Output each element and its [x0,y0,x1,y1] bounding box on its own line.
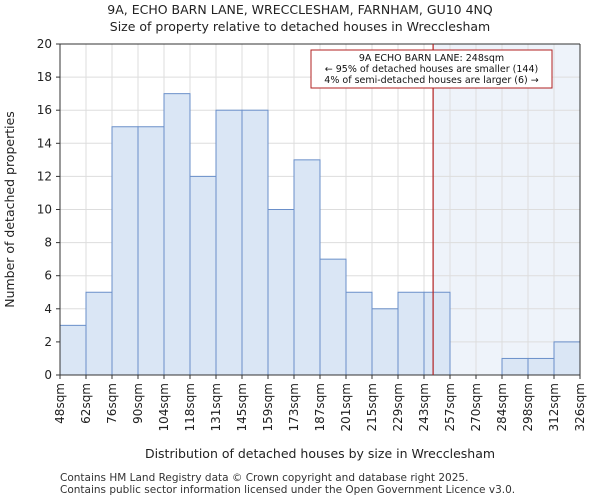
annotation-line-2: ← 95% of detached houses are smaller (14… [325,64,538,75]
annotation-line-1: 9A ECHO BARN LANE: 248sqm [359,53,504,64]
x-tick-label: 298sqm [521,383,535,431]
y-axis-title: Number of detached properties [2,111,17,308]
x-tick-label: 104sqm [157,383,171,431]
y-tick-label: 10 [37,203,52,217]
x-tick-label: 173sqm [287,383,301,431]
x-tick-label: 243sqm [417,383,431,431]
bar-243sqm [423,291,451,376]
bar-298sqm [527,357,555,376]
bar-284sqm [501,357,529,376]
bar-90sqm [137,126,165,376]
annotation-line-3: 4% of semi-detached houses are larger (6… [324,75,538,86]
x-tick-label: 90sqm [131,383,145,424]
bar-173sqm [293,159,321,376]
bar-104sqm [163,93,191,376]
y-tick-label: 0 [44,368,52,382]
bar-201sqm [345,291,373,376]
y-tick-label: 20 [37,37,52,51]
y-tick-label: 8 [44,236,52,250]
x-tick-label: 187sqm [313,383,327,431]
x-tick-label: 312sqm [547,383,561,431]
bar-312sqm [553,341,581,376]
y-tick-label: 16 [37,103,52,117]
x-tick-label: 48sqm [53,383,67,424]
annotation-box [310,49,553,89]
y-tick-label: 12 [37,169,52,183]
bar-187sqm [319,258,347,376]
footer-copyright: Contains HM Land Registry data © Crown c… [60,472,469,484]
y-tick-label: 4 [44,302,52,316]
chart-subtitle: Size of property relative to detached ho… [109,19,491,34]
x-tick-label: 159sqm [261,383,275,431]
y-tick-label: 18 [37,70,52,84]
y-tick-label: 2 [44,335,52,349]
x-tick-label: 229sqm [391,383,405,431]
x-tick-label: 118sqm [183,383,197,431]
x-tick-label: 326sqm [573,383,587,431]
bar-215sqm [371,308,399,376]
bar-145sqm [241,109,269,376]
y-tick-label: 6 [44,269,52,283]
bar-48sqm [59,324,87,376]
bar-118sqm [189,175,217,376]
bar-159sqm [267,209,295,376]
bar-131sqm [215,109,243,376]
bar-62sqm [85,291,113,376]
x-axis-title: Distribution of detached houses by size … [145,446,495,461]
histogram-chart: 0 2 4 6 8 10 12 14 16 18 20 48sqm 62sqm 76sqm 90sqm 104… [2,37,587,461]
x-tick-label: 201sqm [339,383,353,431]
y-tick-label: 14 [37,136,52,150]
footer-licence: Contains public sector information licen… [60,484,516,496]
x-tick-label: 76sqm [105,383,119,424]
x-tick-label: 270sqm [469,383,483,431]
x-tick-label: 284sqm [495,383,509,431]
x-tick-label: 131sqm [209,383,223,431]
x-tick-label: 62sqm [79,383,93,424]
chart-title: 9A, ECHO BARN LANE, WRECCLESHAM, FARNHAM… [107,2,493,17]
bar-76sqm [111,126,139,376]
x-tick-label: 215sqm [365,383,379,431]
x-tick-label: 145sqm [235,383,249,431]
x-tick-label: 257sqm [443,383,457,431]
bar-229sqm [397,291,425,376]
